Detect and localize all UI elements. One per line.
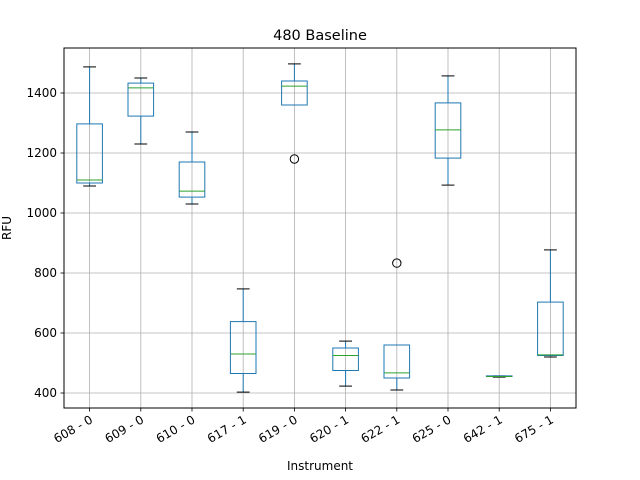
box xyxy=(434,102,462,159)
y-tick-label: 1000 xyxy=(26,206,57,220)
box xyxy=(229,321,257,375)
y-axis-label: RFU xyxy=(0,216,14,240)
outlier-point xyxy=(392,258,402,268)
box-group xyxy=(383,258,411,391)
chart-title: 480 Baseline xyxy=(273,28,367,44)
x-tick-label: 610 - 0 xyxy=(154,412,198,445)
box xyxy=(383,344,411,379)
x-tick-label: 617 - 1 xyxy=(205,412,249,445)
x-axis-label: Instrument xyxy=(287,459,353,473)
box-group xyxy=(332,340,359,387)
x-tick-label: 675 - 1 xyxy=(512,412,556,445)
box xyxy=(537,301,564,357)
grid-layer xyxy=(64,48,576,408)
y-tick-label: 1400 xyxy=(26,86,57,100)
box-group xyxy=(485,375,513,378)
box-group xyxy=(127,77,155,145)
x-tick-label: 622 - 1 xyxy=(358,412,402,445)
x-tick-label: 620 - 1 xyxy=(307,412,351,445)
box-group xyxy=(281,63,308,164)
box xyxy=(127,82,155,117)
y-tick-label: 400 xyxy=(34,386,57,400)
x-tick-label: 619 - 0 xyxy=(256,412,300,445)
y-tick-label: 1200 xyxy=(26,146,57,160)
y-tick-label: 800 xyxy=(34,266,57,280)
plot-layer xyxy=(76,63,564,393)
axis-layer: 400 600 800 1000 1200 1400 608 - 0 609 - 0 610 -… xyxy=(26,86,555,446)
box-group xyxy=(229,288,257,393)
box xyxy=(76,123,103,184)
box xyxy=(178,161,206,198)
y-tick-label: 600 xyxy=(34,326,57,340)
box xyxy=(332,347,359,371)
box-group xyxy=(76,66,103,187)
box-group xyxy=(537,249,564,358)
box xyxy=(281,80,308,106)
plot-frame xyxy=(63,47,577,409)
box-group xyxy=(178,131,206,205)
x-tick-label: 642 - 1 xyxy=(461,412,505,445)
x-tick-label: 609 - 0 xyxy=(102,412,146,445)
x-tick-label: 608 - 0 xyxy=(51,412,95,445)
box-group xyxy=(434,75,462,186)
x-tick-label: 625 - 0 xyxy=(410,412,454,445)
outlier-point xyxy=(289,154,300,164)
